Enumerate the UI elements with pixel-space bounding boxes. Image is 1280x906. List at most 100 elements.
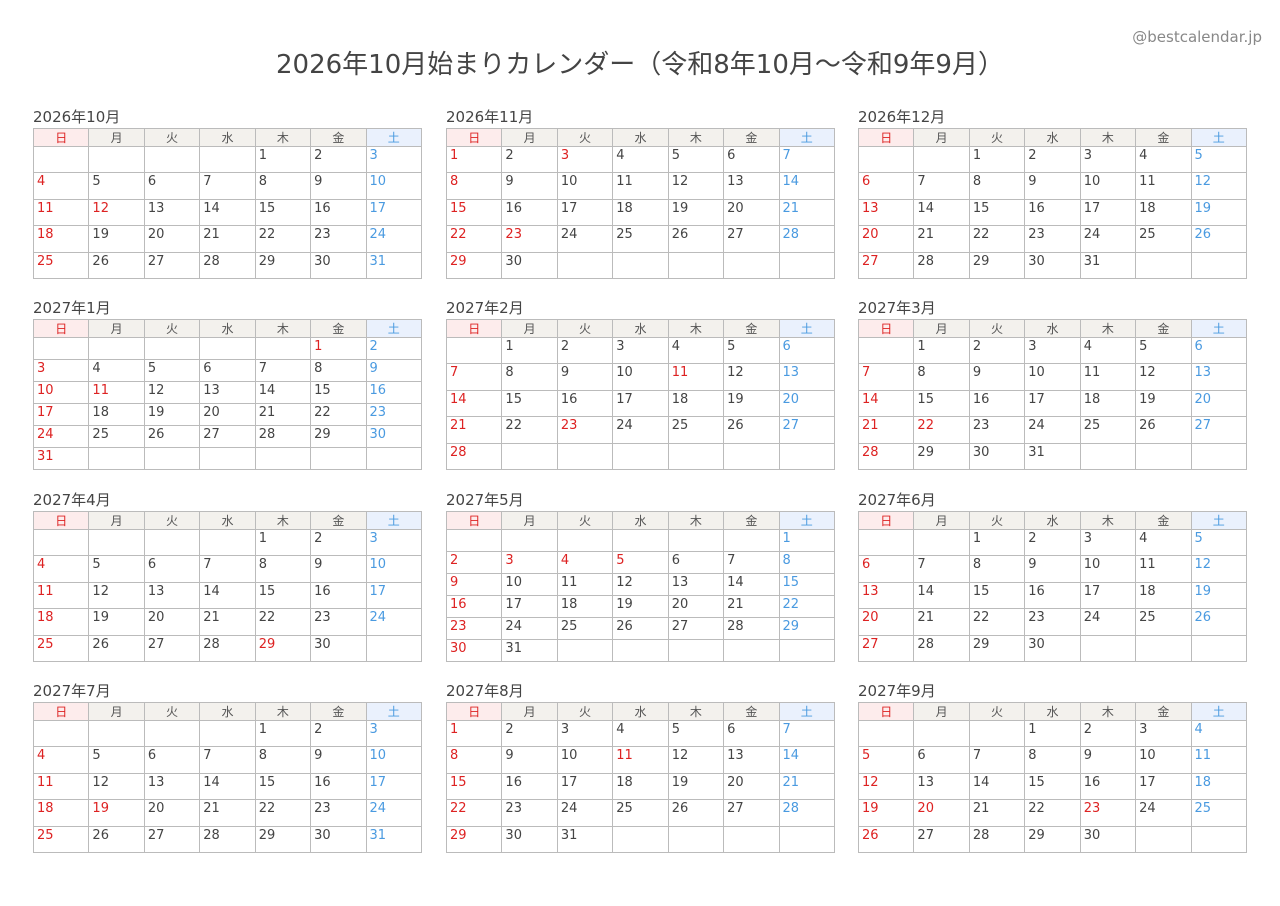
day-cell: 23 [1024, 225, 1081, 253]
week-row: 14 15 16 17 18 19 20 [445, 389, 836, 418]
day-cell: 19 [1190, 581, 1248, 610]
month-block: 2027年7月日月火水木金土 1 2 3 4 5 6 7 8 9 10 11 12 13 14 15 16 17 1… [32, 680, 423, 853]
weekday-header: 月 [88, 128, 145, 147]
day-cell [1190, 251, 1248, 279]
day-cell: 15 [445, 772, 503, 801]
day-cell [1190, 825, 1248, 853]
weekday-header: 金 [723, 511, 780, 530]
day-cell: 21 [913, 225, 970, 253]
month-table: 日月火水木金土 1 2 3 4 5 6 7 8 9 10 11 12 13 14 15 16 17 18 19 20 21… [857, 511, 1248, 662]
weekday-header: 火 [556, 702, 614, 721]
month-title: 2027年1月 [33, 299, 111, 317]
day-cell: 8 [254, 555, 312, 583]
day-cell: 27 [913, 825, 970, 853]
day-cell: 9 [556, 363, 614, 391]
day-cell: 13 [857, 581, 915, 610]
day-cell [88, 528, 145, 557]
week-row: 15 16 17 18 19 20 21 [445, 772, 836, 801]
day-cell: 3 [556, 719, 614, 748]
day-cell: 29 [254, 634, 312, 662]
weekday-header: 水 [1024, 702, 1081, 721]
day-cell: 18 [1135, 581, 1192, 610]
weekday-header: 木 [667, 319, 725, 338]
week-row: 7 8 9 10 11 12 13 [445, 363, 836, 391]
day-cell [857, 528, 915, 557]
day-cell: 10 [365, 172, 423, 200]
day-cell: 13 [778, 363, 836, 391]
day-cell: 22 [778, 595, 836, 618]
day-cell [88, 145, 145, 174]
month-title: 2026年11月 [446, 108, 534, 126]
day-cell [612, 825, 669, 853]
day-cell: 29 [913, 442, 970, 470]
day-cell: 17 [1079, 198, 1137, 227]
day-cell: 30 [501, 251, 558, 279]
day-cell: 13 [1190, 363, 1248, 391]
day-cell [778, 825, 836, 853]
day-cell: 5 [612, 551, 669, 574]
month-block: 2026年11月日月火水木金土 1 2 3 4 5 6 7 8 9 10 11 12 13 14 15 16 17… [445, 106, 836, 279]
day-cell: 17 [501, 595, 558, 618]
week-row: 17 18 19 20 21 22 23 [32, 403, 423, 426]
day-cell: 12 [612, 573, 669, 596]
week-row: 19 20 21 22 23 24 25 [857, 799, 1248, 827]
day-cell: 8 [254, 172, 312, 200]
day-cell: 9 [365, 359, 423, 382]
day-cell: 15 [968, 581, 1026, 610]
day-cell [612, 529, 669, 552]
day-cell [913, 145, 970, 174]
weekday-header: 水 [612, 702, 669, 721]
day-cell: 3 [365, 145, 423, 174]
day-cell: 5 [88, 746, 145, 774]
day-cell: 11 [667, 363, 725, 391]
day-cell: 25 [32, 825, 90, 853]
weekday-header: 水 [199, 702, 256, 721]
weekday-header: 火 [556, 511, 614, 530]
week-row: 5 6 7 8 9 10 11 [857, 746, 1248, 774]
day-cell: 17 [556, 772, 614, 801]
month-title: 2027年4月 [33, 491, 111, 509]
day-cell: 17 [365, 198, 423, 227]
day-cell: 20 [913, 799, 970, 827]
weekday-header: 木 [254, 702, 312, 721]
day-cell: 26 [88, 825, 145, 853]
day-cell: 5 [1135, 336, 1192, 365]
weekday-header: 月 [913, 128, 970, 147]
day-cell: 27 [723, 225, 780, 253]
week-row: 25 26 27 28 29 30 31 [32, 825, 423, 853]
week-row: 6 7 8 9 10 11 12 [857, 555, 1248, 583]
day-cell: 27 [143, 634, 201, 662]
day-cell: 5 [857, 746, 915, 774]
day-cell: 21 [199, 608, 256, 636]
day-cell: 18 [32, 799, 90, 827]
day-cell: 19 [88, 225, 145, 253]
day-cell: 19 [857, 799, 915, 827]
day-cell: 17 [612, 389, 669, 418]
day-cell: 8 [501, 363, 558, 391]
day-cell: 14 [199, 581, 256, 610]
day-cell: 4 [556, 551, 614, 574]
weekday-header: 火 [143, 702, 201, 721]
day-cell: 23 [310, 799, 367, 827]
weekday-header: 金 [310, 319, 367, 338]
day-cell: 8 [310, 359, 367, 382]
week-row: 27 28 29 30 31 [857, 251, 1248, 279]
week-row: 23 24 25 26 27 28 29 [445, 617, 836, 640]
day-cell: 29 [445, 251, 503, 279]
month-block: 2027年3月日月火水木金土 1 2 3 4 5 6 7 8 9 10 11 12 13 14 15 16 17 1… [857, 297, 1248, 470]
day-cell: 21 [254, 403, 312, 426]
day-cell: 27 [143, 825, 201, 853]
weekday-header: 水 [199, 128, 256, 147]
day-cell: 21 [857, 416, 915, 444]
day-cell: 25 [556, 617, 614, 640]
day-cell: 11 [1079, 363, 1137, 391]
day-cell: 24 [1024, 416, 1081, 444]
month-title: 2027年8月 [446, 682, 524, 700]
day-cell: 1 [968, 145, 1026, 174]
day-cell: 20 [723, 198, 780, 227]
day-cell: 2 [1079, 719, 1137, 748]
day-cell: 19 [612, 595, 669, 618]
